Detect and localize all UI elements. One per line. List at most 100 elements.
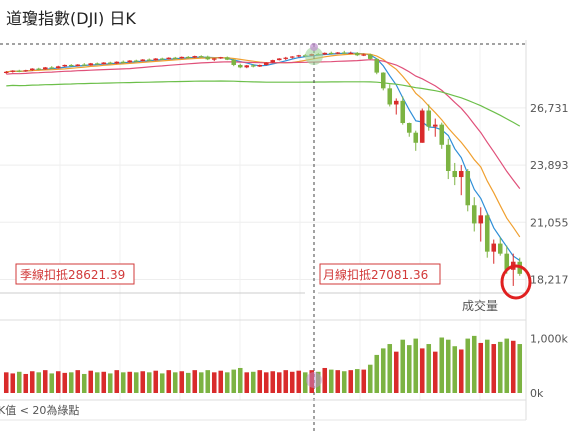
volume-axis: 1,000k 0k: [530, 333, 568, 400]
candle-body: [374, 58, 380, 73]
candle-body: [244, 65, 250, 68]
volume-bar: [3, 372, 9, 393]
candle-body: [283, 57, 289, 59]
volume-bar: [146, 372, 152, 393]
candle-body: [250, 65, 256, 67]
volume-bar: [380, 348, 386, 393]
volume-bar: [296, 370, 302, 393]
candle-body: [81, 64, 87, 66]
candle-body: [426, 110, 432, 127]
volume-tick-label: 1,000k: [530, 333, 568, 346]
volume-bar: [276, 372, 282, 393]
volume-bar: [94, 372, 100, 393]
volume-bar: [16, 371, 22, 393]
volume-bar: [211, 372, 217, 393]
candle-body: [23, 70, 29, 72]
candle-body: [88, 63, 94, 66]
volume-bar: [354, 369, 360, 393]
volume-bar: [159, 373, 165, 393]
candle-body: [270, 60, 276, 63]
candle-body: [289, 56, 295, 58]
candle-body: [166, 57, 172, 60]
volume-bar: [127, 371, 133, 393]
candle-body: [29, 68, 35, 71]
candle-body: [107, 62, 113, 64]
volume-bar: [140, 371, 146, 393]
candle-body: [120, 61, 126, 63]
volume-bar: [517, 344, 523, 393]
volume-bar: [81, 373, 87, 393]
volume-bar: [393, 351, 399, 393]
candle-body: [432, 124, 438, 127]
candle-body: [361, 54, 367, 56]
volume-bar: [42, 370, 48, 393]
crosshair-marker: [305, 47, 323, 65]
candle-body: [16, 70, 22, 72]
candle-body: [393, 100, 399, 105]
highlight-circle: [500, 264, 532, 300]
candle-body: [406, 123, 412, 133]
candle-body: [328, 52, 334, 55]
volume-bar: [224, 372, 230, 393]
volume-bar: [465, 338, 471, 393]
volume-bar: [192, 370, 198, 393]
volume-bar: [179, 371, 185, 393]
volume-bars: [3, 335, 523, 393]
volume-bar: [504, 338, 510, 393]
volume-bar: [62, 372, 68, 393]
ma-line-10: [6, 53, 521, 238]
volume-bar: [497, 341, 503, 393]
volume-bar: [68, 372, 74, 393]
volume-bar: [107, 373, 113, 393]
footer-note: K值 < 20為綠點: [0, 403, 79, 417]
candle-body: [10, 70, 16, 72]
volume-bar: [237, 367, 243, 393]
candle-body: [127, 60, 133, 63]
candle-body: [55, 66, 61, 69]
candle-body: [198, 56, 204, 58]
candle-body: [224, 57, 230, 60]
candlesticks: [3, 50, 523, 286]
volume-bar: [263, 372, 269, 393]
volume-bar: [322, 367, 328, 393]
volume-bar: [289, 371, 295, 393]
volume-bar: [439, 337, 445, 393]
candle-body: [133, 60, 139, 62]
candle-body: [263, 62, 269, 65]
volume-bar: [413, 338, 419, 393]
volume-bar: [328, 369, 334, 393]
volume-bar: [29, 371, 35, 393]
moving-average-lines: [6, 52, 521, 261]
volume-bar: [198, 372, 204, 393]
candle-body: [504, 253, 510, 270]
candle-body: [153, 58, 159, 61]
candle-body: [491, 243, 497, 252]
volume-bar: [510, 340, 516, 393]
candle-body: [75, 64, 81, 67]
candle-body: [348, 52, 354, 55]
candle-body: [413, 132, 419, 143]
volume-bar: [36, 372, 42, 393]
volume-bar: [458, 349, 464, 393]
volume-bar: [23, 373, 29, 393]
volume-bar: [49, 373, 55, 393]
candle-body: [335, 52, 341, 54]
volume-bar: [471, 335, 477, 393]
candle-body: [465, 171, 471, 206]
candle-body: [94, 63, 100, 65]
volume-bar: [361, 369, 367, 393]
volume-bar: [185, 372, 191, 393]
candle-body: [296, 55, 302, 57]
volume-crosshair-marker: [306, 372, 322, 388]
ma-line-20: [6, 59, 521, 189]
volume-bar: [335, 370, 341, 393]
volume-bar: [452, 346, 458, 393]
volume-bar: [244, 372, 250, 393]
volume-bar: [341, 371, 347, 393]
volume-bar: [491, 344, 497, 393]
candle-body: [341, 52, 347, 54]
volume-bar: [283, 370, 289, 393]
volume-bar: [218, 370, 224, 393]
volume-bar: [133, 372, 139, 393]
